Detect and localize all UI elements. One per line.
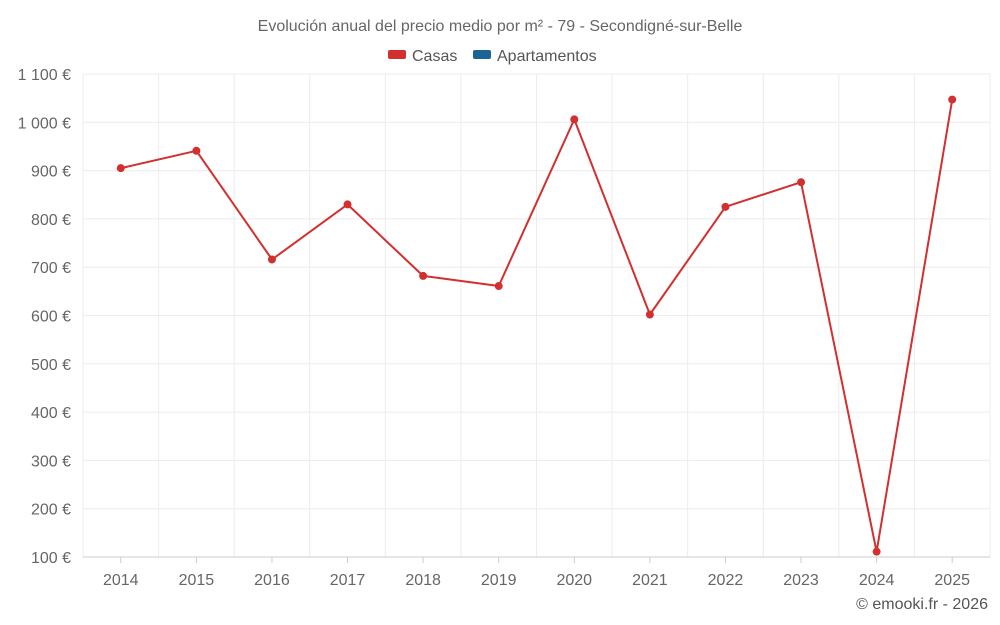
x-tick-label: 2020 — [556, 572, 592, 589]
x-tick-label: 2018 — [405, 572, 441, 589]
chart-title: Evolución anual del precio medio por m² … — [258, 18, 743, 35]
y-tick-label: 400 € — [31, 405, 71, 422]
data-point[interactable] — [267, 255, 276, 264]
x-tick-label: 2017 — [330, 572, 366, 589]
data-point[interactable] — [494, 282, 503, 291]
data-point[interactable] — [948, 95, 957, 104]
y-tick-label: 500 € — [31, 357, 71, 374]
y-tick-label: 1 000 € — [18, 115, 71, 132]
legend-swatch-apartamentos[interactable] — [473, 50, 491, 59]
x-tick-label: 2024 — [859, 572, 895, 589]
y-tick-label: 200 € — [31, 502, 71, 519]
legend-label-apartamentos[interactable]: Apartamentos — [497, 48, 597, 65]
x-tick-label: 2022 — [708, 572, 744, 589]
y-tick-label: 100 € — [31, 550, 71, 567]
y-tick-label: 900 € — [31, 164, 71, 181]
data-point[interactable] — [721, 202, 730, 211]
x-tick-label: 2014 — [103, 572, 139, 589]
data-point[interactable] — [872, 547, 881, 556]
legend-label-casas[interactable]: Casas — [412, 48, 457, 65]
series-casas — [116, 95, 957, 556]
x-axis-ticks: 2014 2015 2016 2017 2018 2019 2020 2021 2022 2023… — [103, 557, 970, 589]
y-tick-label: 700 € — [31, 260, 71, 277]
x-tick-label: 2025 — [934, 572, 970, 589]
data-point[interactable] — [343, 200, 352, 209]
x-tick-label: 2021 — [632, 572, 668, 589]
series-line-casas — [120, 99, 954, 553]
y-tick-label: 800 € — [31, 212, 71, 229]
data-point[interactable] — [797, 178, 806, 187]
grid — [82, 73, 991, 557]
data-point[interactable] — [116, 164, 125, 173]
x-tick-label: 2019 — [481, 572, 517, 589]
credit-text: © emooki.fr - 2026 — [856, 596, 988, 613]
x-tick-label: 2016 — [254, 572, 290, 589]
y-tick-label: 300 € — [31, 453, 71, 470]
data-point[interactable] — [192, 146, 201, 155]
data-point[interactable] — [419, 271, 428, 280]
y-tick-label: 600 € — [31, 309, 71, 326]
legend-swatch-casas[interactable] — [388, 50, 406, 59]
x-tick-label: 2023 — [783, 572, 819, 589]
y-tick-label: 1 100 € — [18, 67, 71, 84]
x-tick-label: 2015 — [179, 572, 215, 589]
data-point[interactable] — [570, 115, 579, 124]
data-point[interactable] — [645, 310, 654, 319]
y-axis-ticks: 100 € 200 € 300 € 400 € 500 € 600 € 700 € 800 €… — [18, 67, 71, 567]
legend: Casas Apartamentos — [388, 48, 597, 65]
